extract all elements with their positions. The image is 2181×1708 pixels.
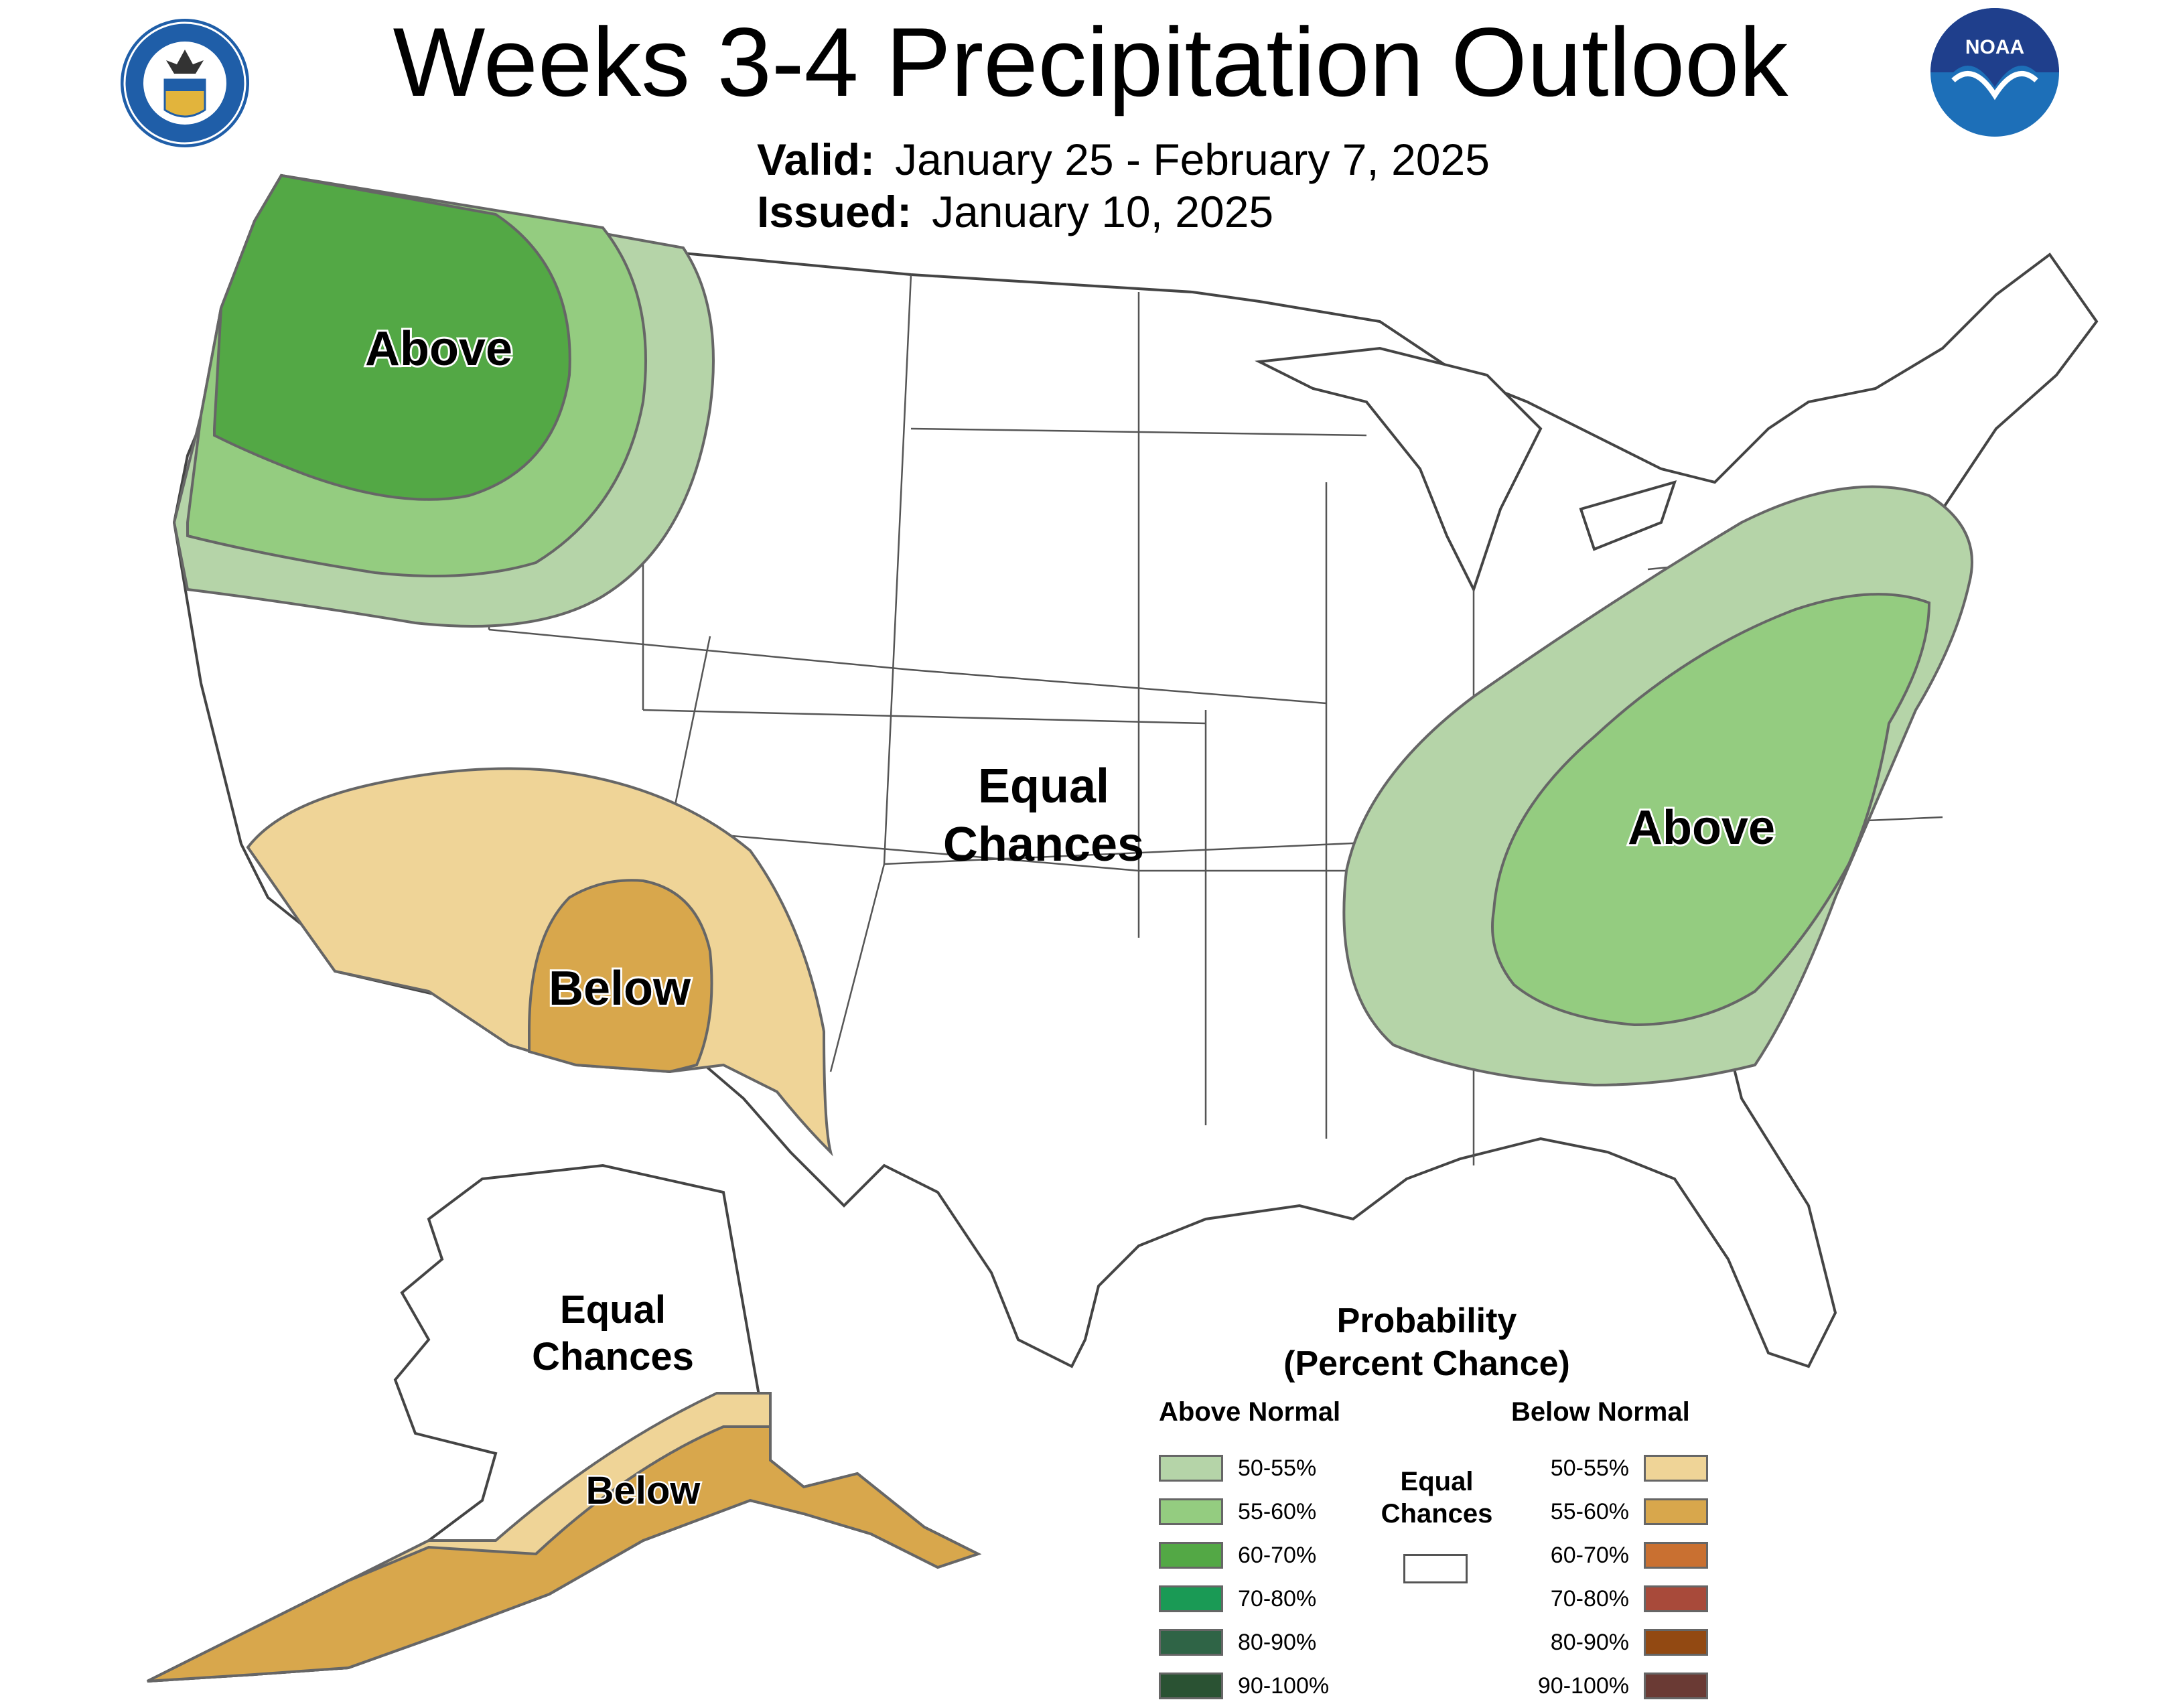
se-above-label: Above [1628,801,1775,855]
valid-label: Valid: [757,135,875,184]
legend-equal-chances-swatch [1403,1554,1468,1583]
issued-date: Issued: January 10, 2025 [757,186,1273,237]
legend-swatch [1159,1542,1223,1569]
legend-title-line1: Probability [1336,1301,1517,1340]
ak-below-55-60 [147,1425,982,1683]
legend-title: Probability (Percent Chance) [1226,1299,1628,1385]
issued-value: January 10, 2025 [932,187,1274,236]
ak-equal-label-line2: Chances [532,1335,694,1378]
legend-below-heading: Below Normal [1511,1397,1690,1427]
legend-title-line2: (Percent Chance) [1283,1344,1570,1383]
conus-equal-label-line2: Chances [943,818,1144,871]
legend-below-item: 60-70% [1507,1541,1708,1570]
legend-swatch [1644,1455,1708,1482]
legend-above-item: 80-90% [1159,1628,1373,1657]
legend-swatch [1159,1673,1223,1699]
legend-swatch [1644,1585,1708,1612]
legend-swatch [1644,1673,1708,1699]
nw-above-60-70 [213,173,571,501]
legend-below-item: 55-60% [1507,1497,1708,1526]
nw-above-label: Above [365,322,512,376]
conus-equal-label-line1: Equal [978,760,1109,813]
legend-swatch [1159,1455,1223,1482]
alaska-outline [147,1163,982,1683]
legend-swatch [1159,1498,1223,1525]
ak-equal-label-line1: Equal [560,1288,666,1332]
sw-below-55-60 [528,879,713,1074]
legend-swatch [1644,1498,1708,1525]
se-above-55-60 [1491,593,1931,1027]
legend-equal-chances-label: Equal Chances [1381,1467,1493,1528]
ak-below-label: Below [586,1469,701,1512]
sw-below-label: Below [549,962,691,1015]
legend-above-item: 50-55% [1159,1453,1373,1483]
legend-swatch [1644,1542,1708,1569]
legend-above-item: 60-70% [1159,1541,1373,1570]
issued-label: Issued: [757,187,912,236]
valid-value: January 25 - February 7, 2025 [895,135,1490,184]
noaa-logo: NOAA [1930,8,2059,137]
commerce-seal-logo [121,19,249,147]
valid-dates: Valid: January 25 - February 7, 2025 [757,134,1490,185]
legend-above-item: 70-80% [1159,1584,1373,1614]
map-title: Weeks 3-4 Precipitation Outlook [393,7,1788,117]
legend-below-item: 90-100% [1507,1671,1708,1701]
noaa-logo-text: NOAA [1965,36,2024,58]
legend-swatch [1644,1629,1708,1656]
legend-swatch [1159,1629,1223,1656]
legend-below-item: 80-90% [1507,1628,1708,1657]
legend-swatch [1159,1585,1223,1612]
legend-above-heading: Above Normal [1159,1397,1341,1427]
legend-below-item: 70-80% [1507,1584,1708,1614]
legend-above-item: 55-60% [1159,1497,1373,1526]
legend-above-item: 90-100% [1159,1671,1373,1701]
legend-below-item: 50-55% [1507,1453,1708,1483]
